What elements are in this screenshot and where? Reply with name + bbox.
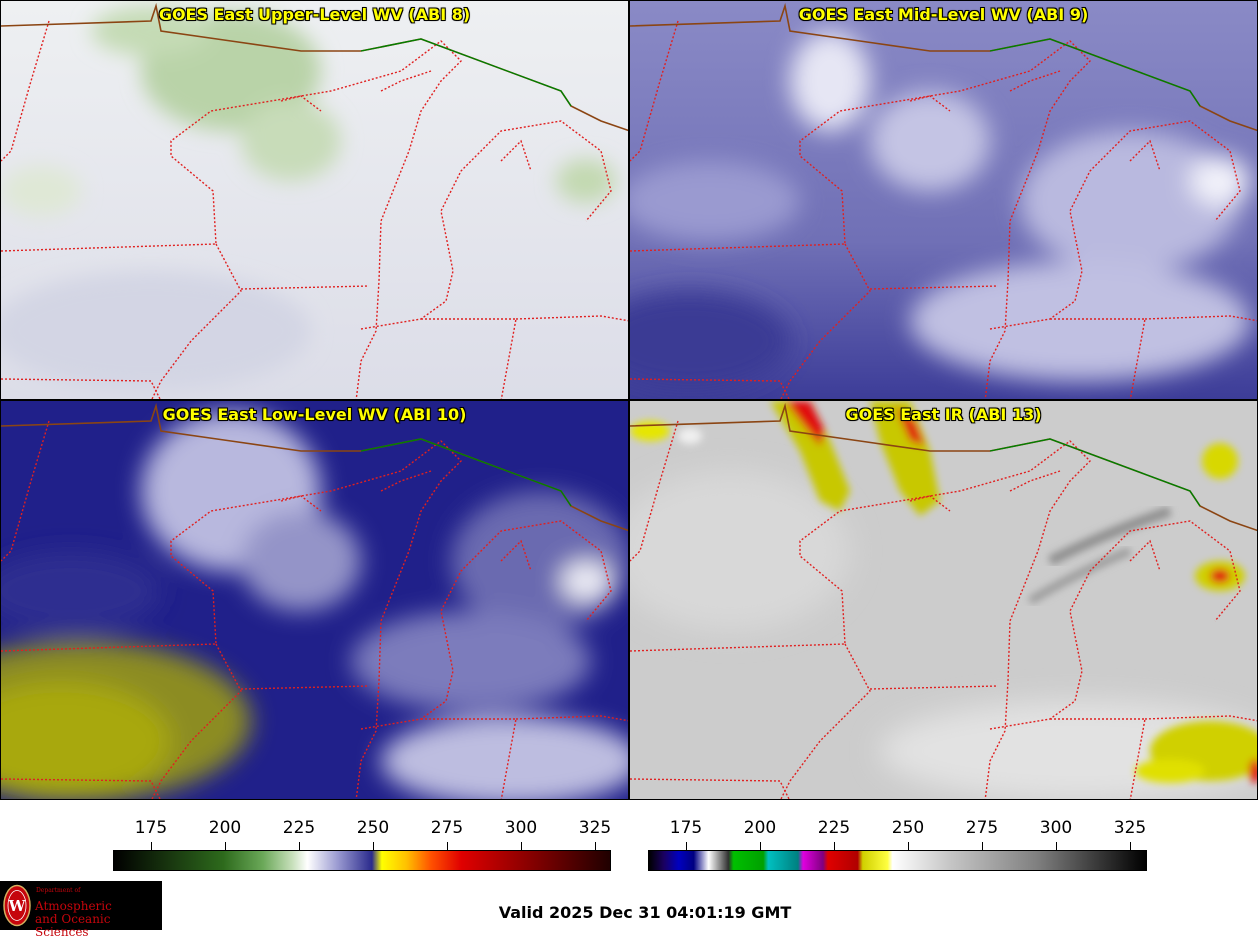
colorbar-tick: 300 bbox=[504, 818, 538, 838]
panel-low-level-wv: GOES East Low-Level WV (ABI 10) bbox=[0, 400, 629, 800]
panel-ir: GOES East IR (ABI 13) bbox=[629, 400, 1258, 800]
valid-time: Valid 2025 Dec 31 04:01:19 GMT bbox=[498, 903, 792, 922]
panel-title: GOES East Low-Level WV (ABI 10) bbox=[162, 405, 467, 424]
logo-atmospheric-text: Atmospheric bbox=[35, 899, 112, 913]
logo-oceanic-text: and Oceanic Sciences bbox=[35, 912, 111, 939]
colorbar-tick-labels: 175 200 225 250 275 300 325 bbox=[648, 818, 1147, 842]
colorbar-tick: 225 bbox=[817, 818, 851, 838]
colorbar-tick: 250 bbox=[356, 818, 390, 838]
colorbar-tick: 175 bbox=[134, 818, 168, 838]
logo-department-text: Department of bbox=[36, 887, 81, 894]
ir-colorbar: 175 200 225 250 275 300 325 bbox=[648, 818, 1147, 873]
uw-aos-logo: W Department of Atmospheric and Oceanic … bbox=[0, 881, 162, 939]
colorbar-tick: 300 bbox=[1039, 818, 1073, 838]
panel-title: GOES East Mid-Level WV (ABI 9) bbox=[798, 5, 1089, 24]
panel-title: GOES East IR (ABI 13) bbox=[845, 405, 1042, 424]
upper-level-wv-image bbox=[1, 1, 628, 399]
colorbar-tick: 275 bbox=[965, 818, 999, 838]
colorbar-tick: 325 bbox=[578, 818, 612, 838]
ir-colorbar-gradient bbox=[648, 850, 1147, 871]
uw-crest-icon: W bbox=[3, 884, 31, 927]
colorbar-tick: 250 bbox=[891, 818, 925, 838]
colorbar-tick: 200 bbox=[208, 818, 242, 838]
panel-mid-level-wv: GOES East Mid-Level WV (ABI 9) bbox=[629, 0, 1258, 400]
colorbar-tick: 175 bbox=[669, 818, 703, 838]
colorbar-tick: 325 bbox=[1113, 818, 1147, 838]
panel-upper-level-wv: GOES East Upper-Level WV (ABI 8) bbox=[0, 0, 629, 400]
svg-text:W: W bbox=[8, 897, 27, 915]
low-level-wv-image bbox=[1, 401, 628, 799]
ir-image bbox=[630, 401, 1257, 799]
wv-colorbar-gradient bbox=[113, 850, 611, 871]
panel-title: GOES East Upper-Level WV (ABI 8) bbox=[158, 5, 471, 24]
wv-colorbar: 175 200 225 250 275 300 325 bbox=[113, 818, 611, 873]
mid-level-wv-image bbox=[630, 1, 1257, 399]
colorbar-tick: 200 bbox=[743, 818, 777, 838]
colorbar-tick: 225 bbox=[282, 818, 316, 838]
colorbar-tick-labels: 175 200 225 250 275 300 325 bbox=[113, 818, 611, 842]
colorbar-tick: 275 bbox=[430, 818, 464, 838]
